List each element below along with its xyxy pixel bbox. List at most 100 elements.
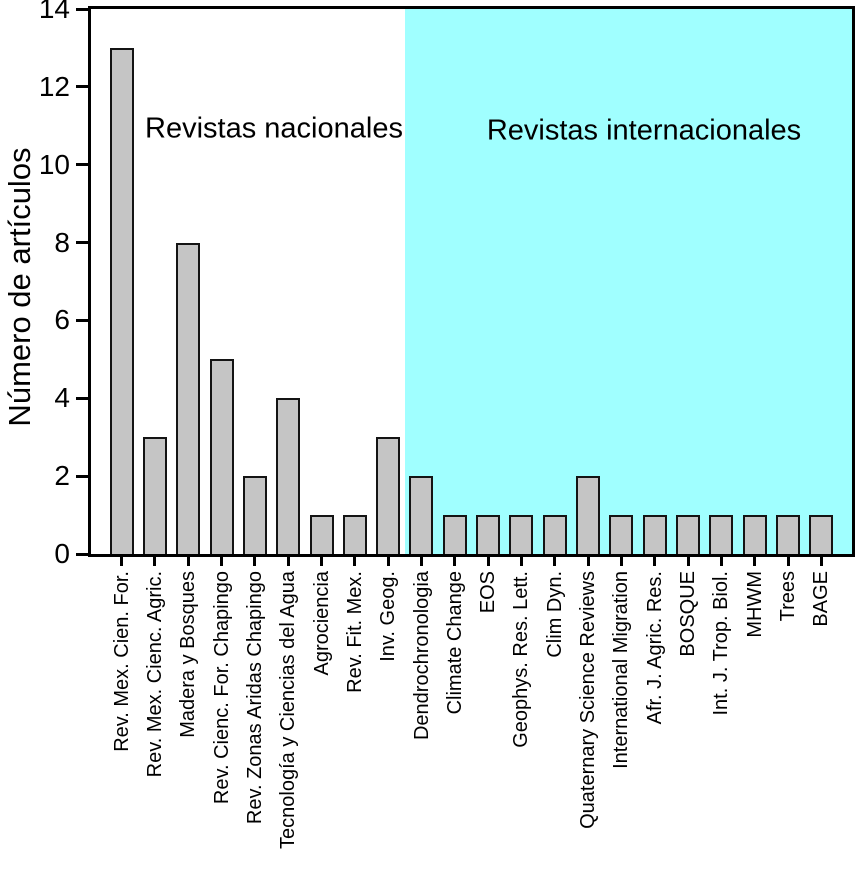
x-tick (619, 557, 623, 566)
x-tick-label: Int. J. Trop. Biol. (710, 571, 733, 716)
x-tick (220, 557, 224, 566)
y-tick-label: 2 (54, 460, 70, 492)
bar-slot (805, 9, 838, 554)
x-tick-label: Quaternary Science Reviews (577, 571, 600, 829)
y-tick (76, 474, 88, 478)
y-tick (76, 396, 88, 400)
bar-slot (138, 9, 171, 554)
y-tick (76, 163, 88, 167)
x-tick-label: Geophys. Res. Lett. (510, 571, 533, 748)
bar (209, 359, 234, 554)
bar (376, 437, 401, 554)
x-tick-label: EOS (477, 571, 500, 614)
y-tick-label: 0 (54, 538, 70, 569)
bar-slot (272, 9, 305, 554)
bar-slot (538, 9, 571, 554)
region-label-national: Revistas nacionales (145, 112, 403, 145)
bars-container (91, 9, 852, 554)
y-tick-label: 4 (54, 382, 70, 414)
bar (576, 476, 601, 554)
x-tick-label: Madera y Bosques (177, 571, 200, 738)
x-tick-label: Tecnología y Ciencias del Agua (277, 571, 300, 849)
x-tick (519, 557, 523, 566)
x-tick (420, 557, 424, 566)
y-tick-label: 12 (38, 70, 70, 102)
x-tick-label: BOSQUE (677, 571, 700, 657)
y-tick-label: 6 (54, 304, 70, 336)
x-tick (819, 557, 823, 566)
bar-slot (638, 9, 671, 554)
x-tick-label: International Migration (610, 571, 633, 769)
bar-slot (338, 9, 371, 554)
bar (242, 476, 267, 554)
x-tick-label: Agrociencia (310, 571, 333, 676)
plot-area (88, 6, 855, 557)
bar (642, 515, 667, 554)
x-tick-label: Trees (777, 571, 800, 622)
x-tick-label: Afr. J. Agric. Res. (643, 571, 666, 725)
y-tick (76, 7, 88, 11)
bar-slot (505, 9, 538, 554)
bar (442, 515, 467, 554)
bar (709, 515, 734, 554)
x-tick-label: Inv. Geog. (377, 571, 400, 662)
bar (276, 398, 301, 554)
bar-slot (705, 9, 738, 554)
bar (675, 515, 700, 554)
bar-slot (172, 9, 205, 554)
x-tick (653, 557, 657, 566)
x-tick (486, 557, 490, 566)
bar-slot (205, 9, 238, 554)
x-tick (553, 557, 557, 566)
bar-slot (471, 9, 504, 554)
y-tick-label: 8 (54, 226, 70, 258)
region-label-international: Revistas internacionales (486, 114, 802, 147)
bar (509, 515, 534, 554)
bar (309, 515, 334, 554)
bar (775, 515, 800, 554)
bar (809, 515, 834, 554)
bar-slot (372, 9, 405, 554)
y-tick (76, 85, 88, 89)
x-tick-label: Rev. Mex. Cien. For. (110, 571, 133, 752)
bar-slot (671, 9, 704, 554)
bar-slot (771, 9, 804, 554)
x-tick (586, 557, 590, 566)
y-tick (76, 552, 88, 556)
x-tick (719, 557, 723, 566)
bar (476, 515, 501, 554)
bar (742, 515, 767, 554)
x-tick (320, 557, 324, 566)
bar (176, 242, 201, 554)
x-tick (753, 557, 757, 566)
x-tick-label: Rev. Cienc. For. Chapingo (210, 571, 233, 805)
x-tick (353, 557, 357, 566)
x-tick (120, 557, 124, 566)
bar (142, 437, 167, 554)
bar-slot (305, 9, 338, 554)
y-tick-label: 10 (38, 148, 70, 180)
x-tick (453, 557, 457, 566)
x-tick-label: MHWM (743, 571, 766, 638)
y-tick-label: 14 (38, 0, 70, 24)
bar (342, 515, 367, 554)
y-tick (76, 241, 88, 245)
x-tick-label: Dendrochronologia (410, 571, 433, 741)
x-tick-label: Rev. Zonas Aridas Chapingo (243, 571, 266, 825)
bar (542, 515, 567, 554)
bar (609, 515, 634, 554)
x-tick-label: Climate Change (443, 571, 466, 715)
x-tick-label: Rev. Fit. Mex. (343, 571, 366, 693)
bar (409, 476, 434, 554)
x-tick-label: Rev. Mex. Cienc. Agric. (143, 571, 166, 778)
bar-slot (738, 9, 771, 554)
x-tick (686, 557, 690, 566)
bar-slot (438, 9, 471, 554)
bar-slot (105, 9, 138, 554)
x-tick (786, 557, 790, 566)
y-tick (76, 318, 88, 322)
bar (109, 47, 134, 554)
x-tick-label: BAGE (810, 571, 833, 627)
x-tick (253, 557, 257, 566)
x-tick (186, 557, 190, 566)
